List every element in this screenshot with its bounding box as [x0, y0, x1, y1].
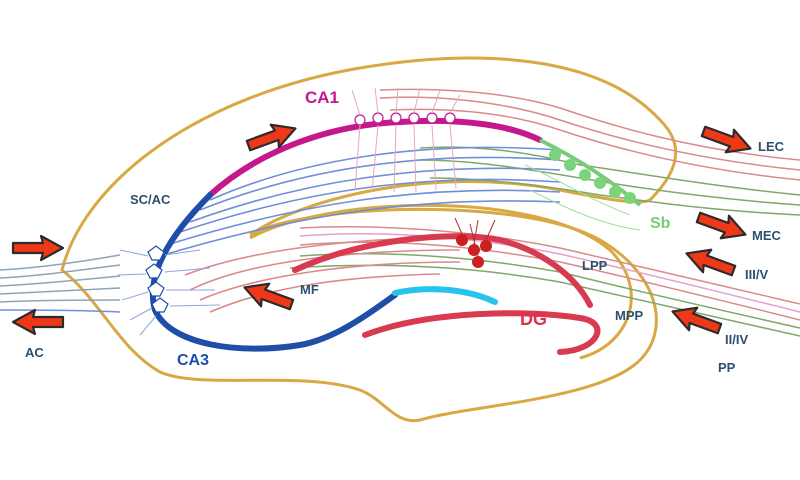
label-ac: AC: [25, 345, 44, 360]
subiculum: [524, 138, 642, 231]
schaffer-collateral-fibers: [159, 146, 561, 257]
label-sc-ac: SC/AC: [130, 192, 171, 207]
ca3-pyramidal-cells: [145, 245, 169, 313]
dentate-gyrus-hilus: [392, 286, 498, 305]
arrow-ii-iv: [667, 299, 725, 341]
dentate-gyrus-upper-blade: [292, 233, 593, 308]
arrow-mf: [239, 275, 297, 317]
arrow-ac-in: [11, 234, 65, 262]
label-ca3: CA3: [177, 352, 210, 369]
granule-cell-dendrites: [454, 217, 496, 257]
label-sb: Sb: [650, 215, 671, 232]
label-lec: LEC: [758, 139, 784, 154]
label-ca1: CA1: [305, 88, 340, 107]
hippocampus-inner-outline: [249, 203, 633, 360]
label-iii-v: III/V: [745, 267, 769, 282]
alveus-fibers: [0, 254, 121, 313]
dentate-gyrus-lower-blade: [362, 310, 601, 355]
label-pp: PP: [718, 360, 736, 375]
label-lpp: LPP: [582, 258, 608, 273]
arrow-iii-v: [681, 241, 739, 283]
arrow-mec: [693, 205, 751, 247]
ca3-dendrites: [117, 249, 221, 336]
ca1-dendrites: [351, 87, 461, 193]
mossy-fibers: [184, 236, 481, 313]
hippocampus-outline: [60, 56, 678, 423]
label-mpp: MPP: [615, 308, 644, 323]
label-dg: DG: [520, 309, 547, 329]
ca3-layer: [149, 192, 398, 352]
label-mec: MEC: [752, 228, 781, 243]
label-ii-iv: II/IV: [725, 332, 749, 347]
label-mf: MF: [300, 282, 319, 297]
arrow-ac-out: [11, 308, 65, 336]
